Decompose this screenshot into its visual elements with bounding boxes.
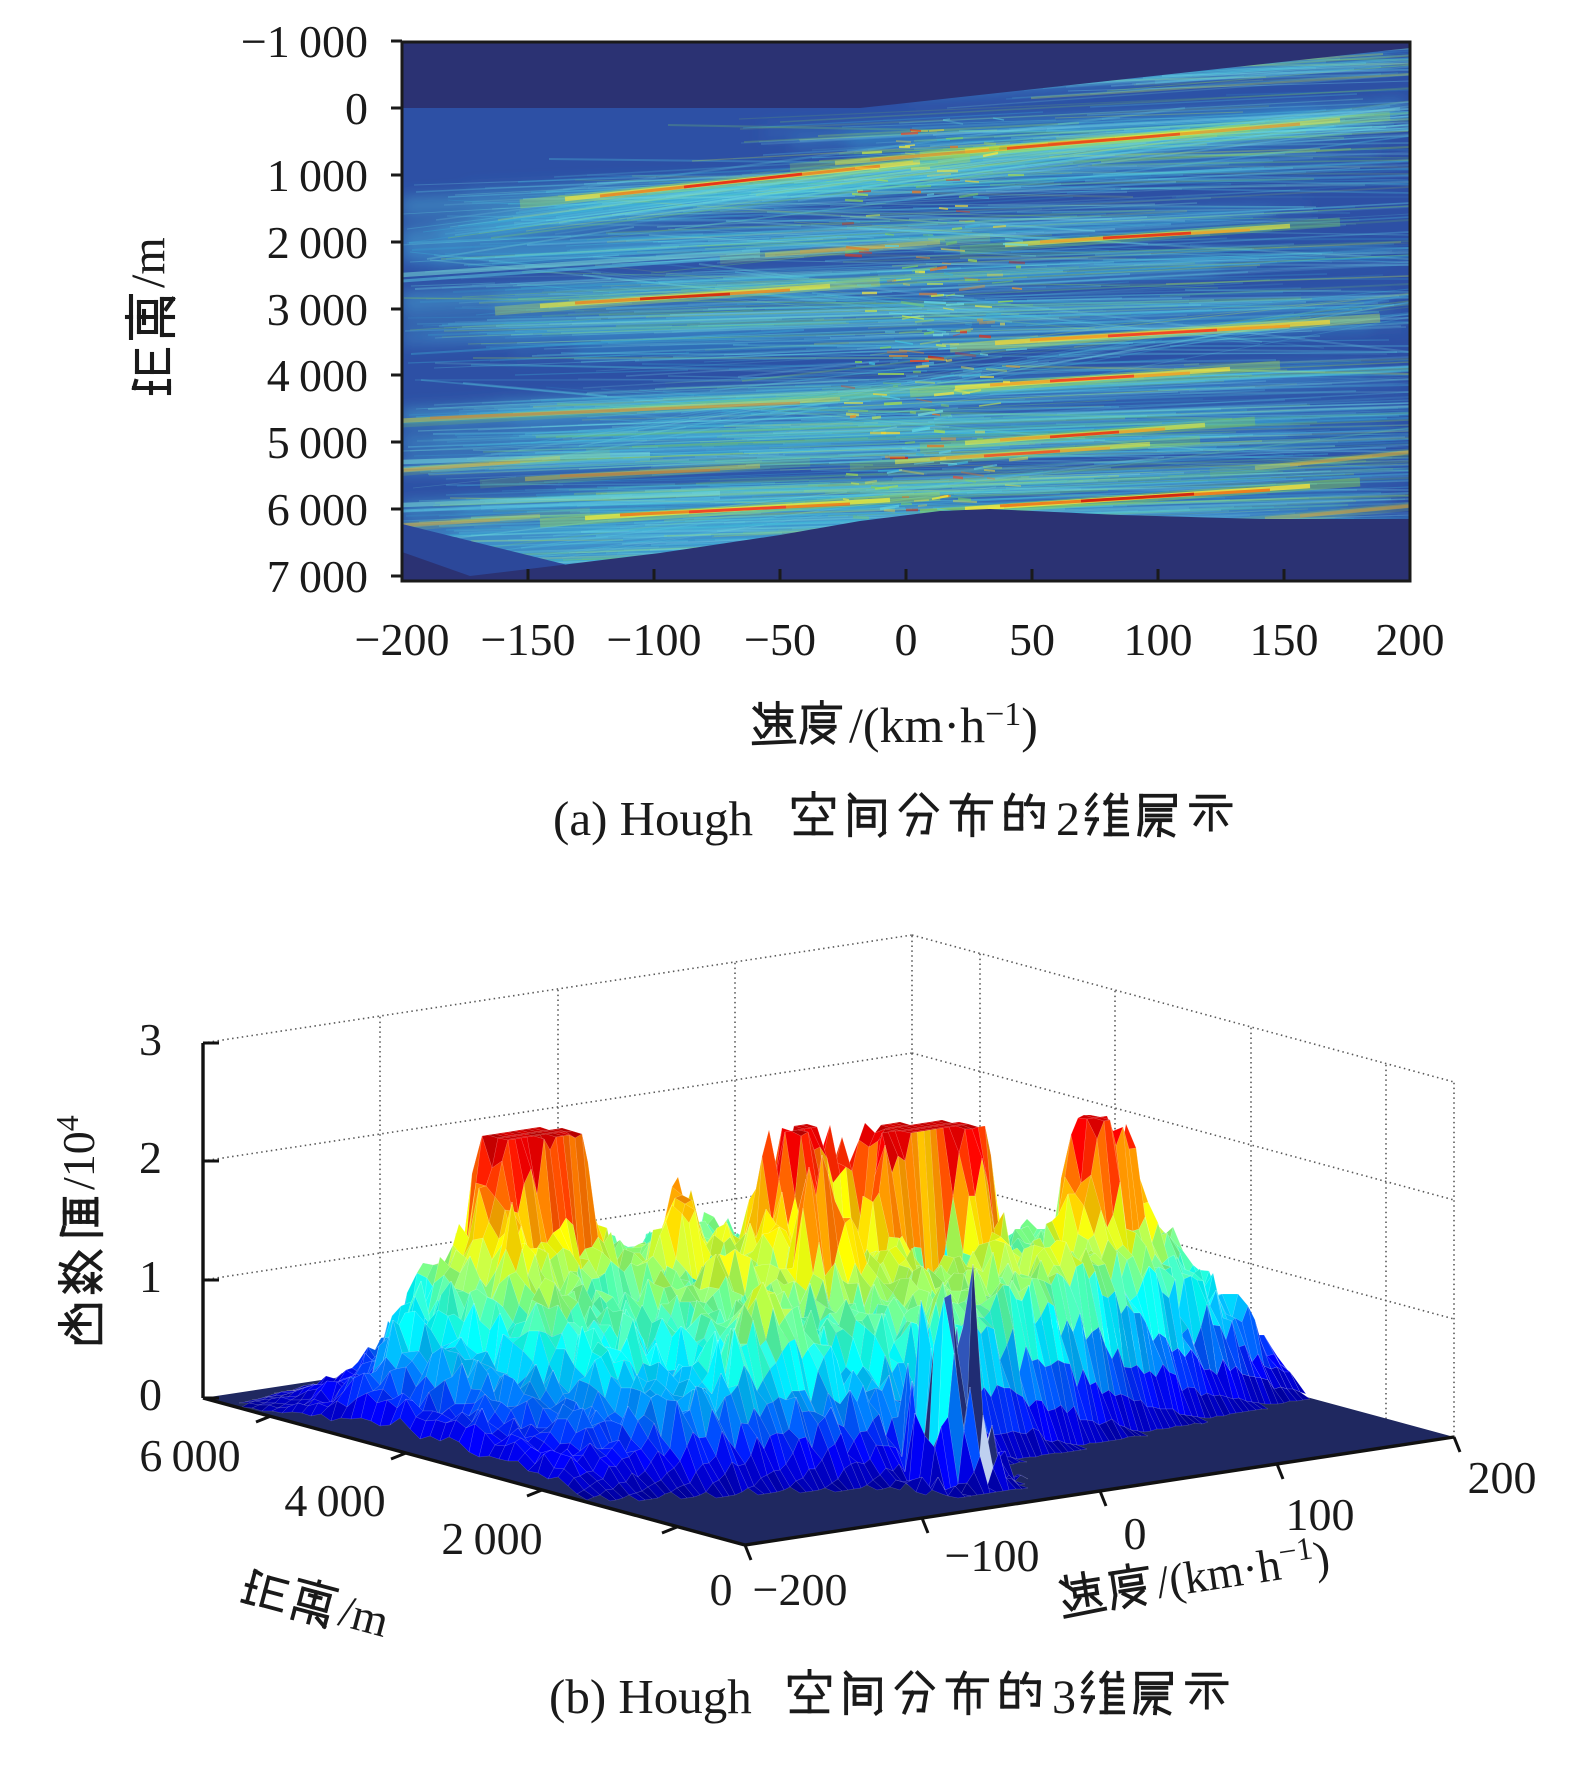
svg-text:1 000: 1 000 [267,150,368,201]
svg-text:0: 0 [895,614,918,665]
svg-text:4 000: 4 000 [284,1475,385,1526]
svg-text:0: 0 [139,1369,162,1420]
svg-text:0: 0 [345,83,368,134]
svg-text:0: 0 [1124,1508,1147,1559]
svg-text:−150: −150 [481,614,576,665]
svg-text:3 000: 3 000 [267,284,368,335]
svg-text:7 000: 7 000 [267,551,368,602]
svg-text:2 000: 2 000 [441,1513,542,1564]
svg-text:3: 3 [1052,1671,1076,1724]
svg-text:−200: −200 [753,1564,848,1615]
svg-text:(a) Hough: (a) Hough [553,791,753,846]
svg-text:150: 150 [1250,614,1319,665]
svg-text:−50: −50 [744,614,816,665]
svg-text:/m: /m [122,237,175,288]
svg-text:2 000: 2 000 [267,217,368,268]
svg-text:−100: −100 [945,1530,1040,1581]
svg-text:−1 000: −1 000 [241,16,368,67]
svg-text:6 000: 6 000 [139,1430,240,1481]
svg-text:−200: −200 [355,614,450,665]
svg-text:0: 0 [710,1564,733,1615]
svg-text:4 000: 4 000 [267,350,368,401]
svg-text:2: 2 [139,1132,162,1183]
svg-text:(b) Hough: (b) Hough [549,1669,752,1724]
svg-text:50: 50 [1009,614,1055,665]
svg-text:1: 1 [139,1251,162,1302]
svg-text:100: 100 [1124,614,1193,665]
svg-text:200: 200 [1376,614,1445,665]
svg-text:2: 2 [1056,793,1080,846]
svg-text:200: 200 [1468,1452,1537,1503]
svg-text:−100: −100 [607,614,702,665]
svg-text:3: 3 [139,1014,162,1065]
svg-text:6 000: 6 000 [267,484,368,535]
svg-text:5 000: 5 000 [267,417,368,468]
